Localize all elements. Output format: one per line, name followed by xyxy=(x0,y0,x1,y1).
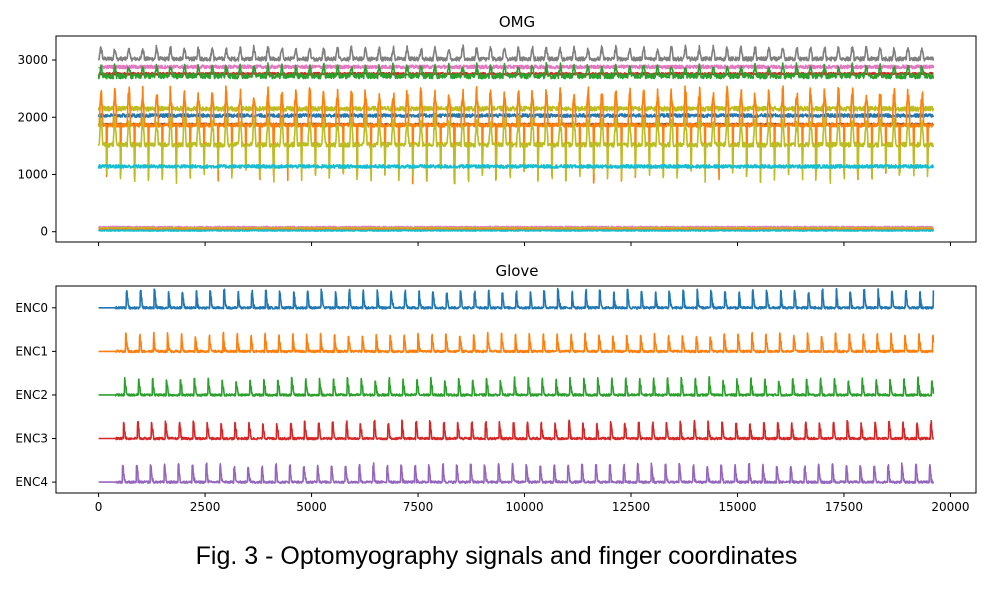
x-tick-label: 15000 xyxy=(718,500,756,514)
x-tick-label: 7500 xyxy=(403,500,434,514)
glove-plot-frame xyxy=(55,285,977,494)
omg-series-line xyxy=(97,164,935,169)
glove-y-axis: ENC4 ENC3 ENC2 ENC1 ENC0 xyxy=(15,301,56,489)
y-tick-label: 1000 xyxy=(17,167,48,181)
x-tick-label: 0 xyxy=(95,500,103,514)
x-tick-label: 10000 xyxy=(505,500,543,514)
omg-plot-frame xyxy=(55,35,977,243)
omg-x-axis xyxy=(98,242,951,246)
x-tick-label: 12500 xyxy=(612,500,650,514)
figure-caption: Fig. 3 - Optomyography signals and finge… xyxy=(195,542,798,570)
x-tick-label: 5000 xyxy=(296,500,327,514)
omg-series-group xyxy=(97,44,935,232)
figure: OMG 0 1000 2000 3000 Glove 0 2500 5000 7500 100… xyxy=(15,13,977,514)
omg-y-axis: 0 1000 2000 3000 xyxy=(17,53,56,239)
glove-series-line-enc2 xyxy=(98,376,935,397)
glove-panel: Glove 0 2500 5000 7500 10000 12500 15000 17500 2… xyxy=(15,262,977,514)
omg-panel: OMG 0 1000 2000 3000 xyxy=(17,13,977,246)
x-tick-label: 2500 xyxy=(190,500,221,514)
glove-series-line-enc3 xyxy=(98,419,935,441)
omg-title: OMG xyxy=(499,13,535,31)
glove-series-line-enc4 xyxy=(98,462,934,484)
y-tick-label: 3000 xyxy=(17,53,48,67)
glove-series-line-enc1 xyxy=(98,331,935,354)
y-tick-label: ENC2 xyxy=(15,388,48,402)
omg-series-line xyxy=(97,44,935,62)
omg-series-line xyxy=(97,229,935,232)
y-tick-label: 2000 xyxy=(17,110,48,124)
y-tick-label: ENC1 xyxy=(15,344,48,358)
glove-series-line-enc0 xyxy=(98,287,935,310)
omg-series-line xyxy=(97,62,935,80)
omg-series-line xyxy=(98,228,935,231)
y-tick-label: ENC3 xyxy=(15,432,48,446)
y-tick-label: 0 xyxy=(40,225,48,239)
glove-x-axis: 0 2500 5000 7500 10000 12500 15000 17500 20000 xyxy=(95,493,970,514)
omg-series-line xyxy=(97,97,935,112)
y-tick-label: ENC4 xyxy=(15,475,48,489)
omg-series-line xyxy=(98,85,934,185)
omg-series-line xyxy=(97,113,935,119)
x-tick-label: 17500 xyxy=(825,500,863,514)
y-tick-label: ENC0 xyxy=(15,301,48,315)
glove-title: Glove xyxy=(495,262,538,280)
omg-series-line xyxy=(97,114,935,185)
omg-series-line xyxy=(97,64,935,70)
glove-series-group xyxy=(98,287,935,484)
x-tick-label: 20000 xyxy=(931,500,969,514)
